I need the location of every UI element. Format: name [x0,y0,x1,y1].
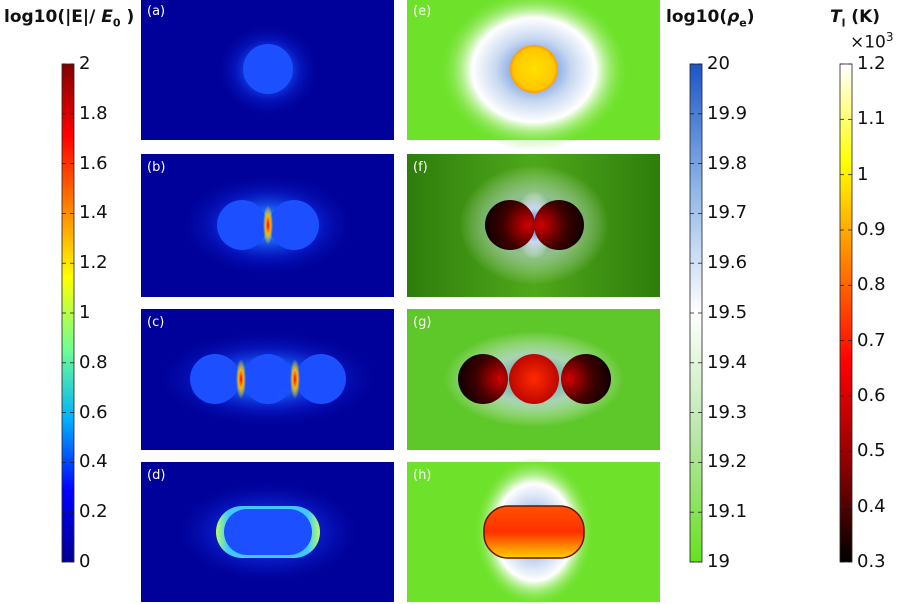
temperature-tick-label: 0.9 [857,219,886,240]
panel-label-f: (f) [413,160,428,175]
density-tick-label: 19.2 [707,451,748,473]
panel-a [141,0,394,140]
field-tick-label: 1.6 [79,152,108,174]
density-colorbar-title: log10(ρe) [666,7,755,30]
panel-e [407,0,660,150]
panel-label-d: (d) [147,468,166,483]
density-tick-label: 19.5 [707,302,748,323]
field-tick-label: 1.2 [79,252,108,274]
panel-d [141,462,394,602]
panel-label-a: (a) [147,4,166,19]
panel-b [141,154,394,297]
panel-f [407,154,660,297]
field-tick-label: 0 [79,551,91,572]
field-tick-label: 2 [79,53,91,74]
panel-c [141,309,394,450]
field-colorbar-title: log10(|E|/ E0 ) [4,7,135,30]
field-tick-label: 1 [79,302,91,323]
field-tick-label: 0.4 [79,451,108,473]
density-tick-label: 19.9 [707,102,748,124]
temperature-colorbar [839,63,853,563]
temperature-exponent: ×103 [850,30,894,53]
panel-h [407,457,660,604]
density-tick-label: 19 [707,551,730,572]
colorbar-tick-marks [62,63,852,563]
temperature-colorbar-title: Tl (K) [830,7,881,30]
density-tick-label: 19.7 [707,202,748,224]
temperature-tick-label: 0.6 [857,385,886,406]
density-tick-label: 19.8 [707,152,748,174]
field-tick-label: 1.4 [79,202,108,224]
field-tick-label: 0.2 [79,501,108,523]
panel-label-e: (e) [413,4,432,19]
temperature-tick-label: 1 [857,163,869,185]
panel-label-g: (g) [413,315,432,330]
density-tick-label: 20 [707,53,730,74]
temperature-tick-label: 0.7 [857,329,886,351]
field-tick-label: 0.8 [79,351,108,373]
density-tick-label: 19.3 [707,401,748,423]
panel-label-h: (h) [413,468,432,483]
density-tick-label: 19.4 [707,351,748,373]
panel-label-b: (b) [147,160,166,175]
temperature-tick-label: 1.2 [857,53,886,74]
field-tick-label: 0.6 [79,401,108,423]
density-tick-label: 19.6 [707,252,748,274]
panel-label-c: (c) [147,315,165,330]
temperature-tick-label: 0.4 [857,495,886,517]
density-tick-label: 19.1 [707,501,748,523]
temperature-tick-label: 0.8 [857,274,886,296]
field-tick-label: 1.8 [79,102,108,124]
panel-g [407,309,660,450]
temperature-tick-label: 1.1 [857,108,886,130]
temperature-tick-label: 0.5 [857,440,886,462]
temperature-tick-label: 0.3 [857,551,886,572]
